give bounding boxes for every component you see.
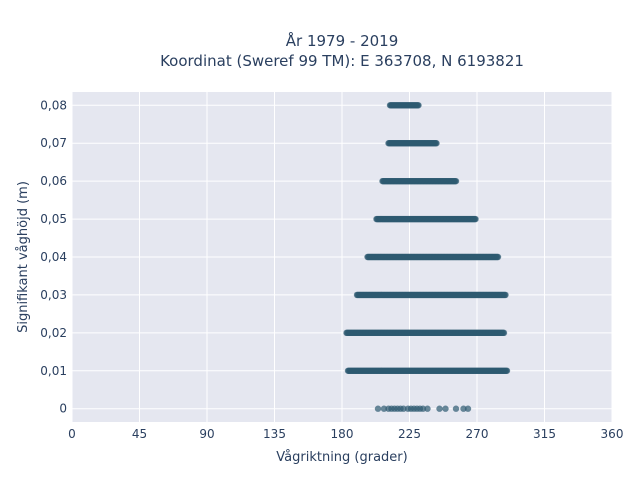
x-tick-label: 135 [263,427,286,441]
x-tick-label: 315 [533,427,556,441]
data-band [373,215,479,223]
data-band [344,367,511,374]
data-point [452,177,460,185]
data-band [385,140,440,147]
x-axis-ticks: 0 45 90 135 180 225 270 315 360 [68,427,623,441]
data-point [503,367,511,374]
data-band [364,253,502,261]
x-tick-label: 45 [132,427,147,441]
data-point [419,405,427,412]
chart-title-line2: Koordinat (Sweref 99 TM): E 363708, N 61… [160,52,524,70]
y-tick-label: 0,02 [40,326,67,340]
x-tick-label: 90 [199,427,214,441]
data-point [460,405,467,412]
y-axis-ticks: 0 0,01 0,02 0,03 0,04 0,05 0,06 0,07 0,08 [40,98,67,415]
data-point [502,291,509,299]
x-tick-label: 0 [68,427,76,441]
data-point [442,405,449,412]
data-point [433,140,440,147]
y-tick-label: 0,01 [40,364,67,378]
data-point [436,405,443,412]
x-tick-label: 180 [331,427,354,441]
y-tick-label: 0,03 [40,288,67,302]
data-point [415,102,422,109]
chart-title-line1: År 1979 - 2019 [286,31,399,50]
data-point [400,405,407,412]
y-tick-label: 0,07 [40,136,67,150]
y-tick-label: 0,08 [40,98,67,112]
data-point [464,405,472,412]
data-point [380,405,388,412]
y-tick-label: 0,04 [40,250,67,264]
data-band [379,177,460,185]
data-point [374,405,382,412]
x-tick-label: 225 [398,427,421,441]
data-band [343,329,508,337]
x-tick-label: 360 [601,427,624,441]
y-axis-title: Signifikant våghöjd (m) [16,181,31,333]
data-band [353,291,509,299]
data-point [424,405,431,412]
data-point [494,253,502,261]
data-point [452,405,460,412]
y-tick-label: 0,05 [40,212,67,226]
data-points [343,102,511,412]
y-tick-label: 0 [59,402,67,416]
data-band [386,102,422,109]
x-axis-title: Vågriktning (grader) [276,450,407,465]
data-point [472,215,479,223]
x-tick-label: 270 [466,427,489,441]
data-point [500,329,508,337]
y-tick-label: 0,06 [40,174,67,188]
